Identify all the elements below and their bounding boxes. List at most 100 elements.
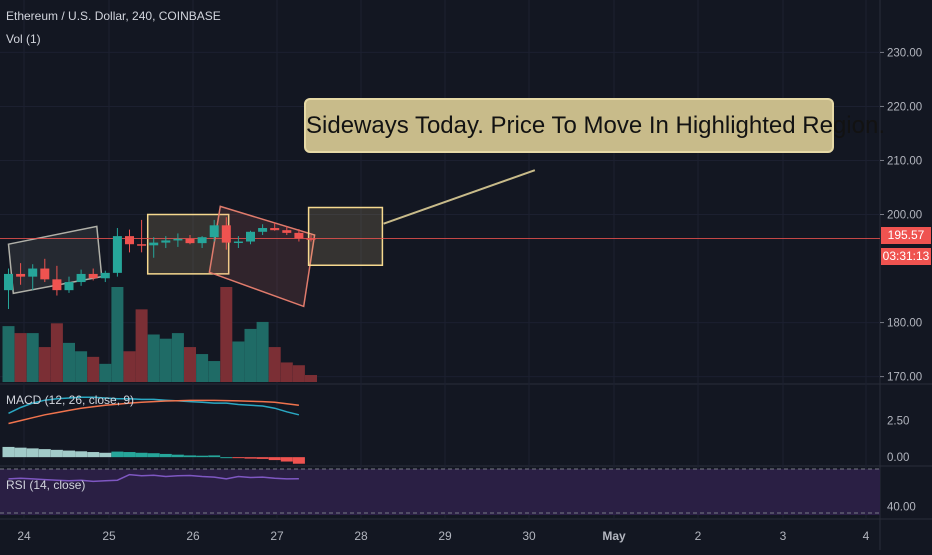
volume-bar bbox=[99, 363, 112, 382]
macd-line bbox=[8, 396, 300, 416]
rsi-legend[interactable]: RSI (14, close) bbox=[6, 478, 86, 492]
candle-body bbox=[173, 238, 183, 241]
candle-body bbox=[221, 225, 231, 243]
macd-histogram-bar bbox=[87, 452, 100, 458]
volume-bar bbox=[111, 287, 124, 382]
price-tick-label: 180.00 bbox=[887, 318, 922, 330]
macd-histogram-bar bbox=[220, 457, 233, 459]
macd-histogram-bar bbox=[147, 453, 160, 458]
symbol-title[interactable]: Ethereum / U.S. Dollar, 240, COINBASE bbox=[6, 9, 221, 23]
volume-bar bbox=[63, 342, 75, 382]
macd-histogram-bar bbox=[50, 449, 63, 458]
price-tick-label: 200.00 bbox=[887, 210, 922, 222]
bar-countdown-label: 03:31:13 bbox=[881, 248, 931, 265]
candle-body bbox=[64, 282, 74, 291]
price-tick-label: 220.00 bbox=[887, 101, 922, 113]
macd-histogram-bar bbox=[244, 457, 257, 459]
macd-histogram-bar bbox=[184, 455, 196, 458]
volume-bar bbox=[244, 328, 257, 382]
time-tick-label: 29 bbox=[438, 529, 452, 543]
macd-histogram-bar bbox=[111, 451, 124, 458]
time-tick-label: 27 bbox=[270, 529, 284, 543]
candle-body bbox=[185, 238, 195, 244]
volume-bar bbox=[147, 334, 160, 382]
price-tick-label: 210.00 bbox=[887, 155, 922, 167]
highlight-region-box bbox=[307, 206, 384, 267]
macd-histogram-bar bbox=[63, 450, 75, 458]
volume-bar bbox=[26, 333, 39, 382]
time-tick-label: May bbox=[602, 529, 626, 543]
candle-body bbox=[161, 240, 171, 243]
volume-bar bbox=[50, 323, 63, 382]
highlight-region-box bbox=[146, 213, 230, 275]
candle-body bbox=[306, 238, 316, 240]
macd-histogram-bar bbox=[280, 457, 293, 462]
volume-bar bbox=[280, 362, 293, 382]
macd-histogram-bar bbox=[75, 451, 88, 458]
candle-body bbox=[16, 273, 26, 277]
time-tick-label: 25 bbox=[102, 529, 116, 543]
annotation-callout[interactable]: Sideways Today. Price To Move In Highlig… bbox=[304, 98, 885, 153]
time-tick-label: 4 bbox=[863, 529, 870, 543]
candle-body bbox=[100, 272, 110, 279]
candle-body bbox=[125, 236, 134, 245]
time-tick-label: 30 bbox=[522, 529, 536, 543]
macd-histogram-bar bbox=[159, 453, 172, 458]
macd-histogram-bar bbox=[123, 452, 136, 458]
volume-bar bbox=[208, 361, 221, 382]
volume-bar bbox=[2, 326, 15, 382]
macd-pane bbox=[2, 396, 305, 464]
time-tick-label: 2 bbox=[695, 529, 702, 543]
candle-body bbox=[270, 228, 280, 231]
candle-body bbox=[246, 231, 255, 242]
candle-body bbox=[149, 242, 159, 246]
volume-bar bbox=[75, 351, 88, 382]
macd-tick-label: 2.50 bbox=[887, 416, 909, 428]
macd-histogram-bar bbox=[26, 448, 39, 458]
macd-histogram-bar bbox=[268, 457, 281, 461]
price-tick-label: 170.00 bbox=[887, 372, 922, 384]
rsi-pane bbox=[0, 468, 880, 515]
rsi-band bbox=[0, 469, 880, 515]
volume-bar bbox=[256, 321, 269, 382]
macd-histogram-bar bbox=[232, 457, 245, 459]
rsi-tick-label: 40.00 bbox=[887, 501, 916, 513]
candle-body bbox=[40, 268, 50, 280]
volume-bar bbox=[14, 333, 27, 382]
price-axis: 230.00 220.00 210.00 200.00 180.00 170.00 2.50… bbox=[880, 47, 922, 513]
macd-histogram-bar bbox=[135, 452, 148, 458]
candle-body bbox=[28, 268, 38, 277]
price-tick-label: 230.00 bbox=[887, 47, 922, 59]
candle-body bbox=[209, 225, 219, 238]
candle-body bbox=[4, 273, 13, 291]
volume-bar bbox=[220, 287, 233, 382]
candle-body bbox=[233, 241, 243, 244]
macd-histogram-bar bbox=[196, 455, 209, 458]
candle-body bbox=[258, 228, 268, 232]
candle-body bbox=[294, 232, 304, 239]
macd-histogram-bar bbox=[99, 452, 112, 458]
volume-bars bbox=[2, 287, 317, 382]
volume-bar bbox=[268, 347, 281, 382]
volume-bar bbox=[159, 338, 172, 382]
volume-bar bbox=[38, 347, 51, 382]
candle-body bbox=[88, 273, 98, 279]
volume-legend[interactable]: Vol (1) bbox=[6, 32, 41, 46]
macd-histogram-bar bbox=[256, 457, 269, 459]
macd-legend[interactable]: MACD (12, 26, close, 9) bbox=[6, 393, 135, 407]
volume-bar bbox=[135, 309, 148, 382]
callout-pointer-line bbox=[383, 169, 536, 225]
current-price-label: 195.57 bbox=[881, 227, 931, 244]
time-axis: 24 25 26 27 28 29 30 May 2 3 4 bbox=[17, 529, 869, 543]
candle-body bbox=[112, 236, 122, 273]
time-tick-label: 26 bbox=[186, 529, 200, 543]
time-tick-label: 3 bbox=[780, 529, 787, 543]
volume-bar bbox=[232, 341, 245, 382]
candle-body bbox=[137, 244, 147, 246]
candle-body bbox=[52, 279, 62, 291]
macd-histogram-bar bbox=[292, 457, 305, 464]
signal-line bbox=[8, 399, 299, 425]
volume-bar bbox=[171, 333, 184, 382]
